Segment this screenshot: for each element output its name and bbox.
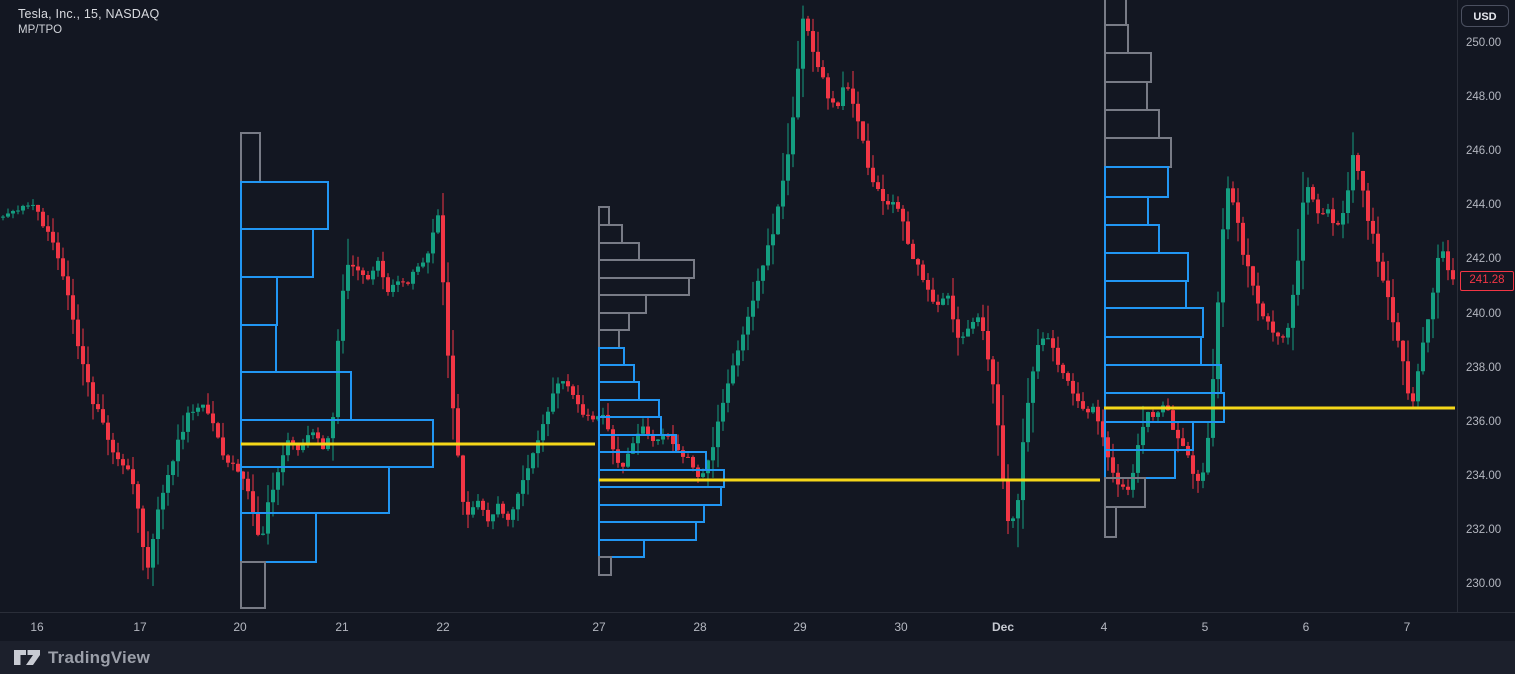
poc-lines-layer <box>241 406 1455 482</box>
time-axis-label: 28 <box>693 620 707 634</box>
time-axis-label: 30 <box>894 620 908 634</box>
symbol-title[interactable]: Tesla, Inc., 15, NASDAQ <box>18 7 160 21</box>
tradingview-logo-text: TradingView <box>48 647 151 667</box>
time-axis-label: 21 <box>335 620 349 634</box>
time-axis[interactable]: 16 17 20 21 22 27 28 29 30 Dec 4 5 6 7 <box>0 612 1515 642</box>
indicator-title[interactable]: MP/TPO <box>18 24 63 36</box>
tradingview-logo-icon <box>14 649 40 665</box>
price-axis-label: 250.00 <box>1466 37 1502 49</box>
price-axis-label: 232.00 <box>1466 523 1502 536</box>
price-axis-label: 230.00 <box>1466 578 1502 590</box>
price-axis-label: 240.00 <box>1466 307 1502 320</box>
time-axis-label: 17 <box>133 620 147 634</box>
price-axis-label: 242.00 <box>1466 253 1502 266</box>
price-axis-label: 248.00 <box>1466 91 1502 104</box>
last-price-badge: 241.28 <box>1460 270 1514 291</box>
price-axis[interactable]: USD 250.00 248.00 246.00 244.00 242.00 240.00… <box>1457 0 1515 612</box>
time-axis-label: 5 <box>1201 620 1209 634</box>
currency-button[interactable]: USD <box>1461 5 1509 27</box>
tpo-profiles-layer <box>240 0 1225 609</box>
price-axis-label: 238.00 <box>1466 361 1502 374</box>
time-axis-label: 27 <box>592 620 606 634</box>
time-axis-label: 6 <box>1302 620 1310 634</box>
footer-bar: TradingView <box>0 641 1515 674</box>
price-axis-label: 246.00 <box>1466 145 1502 158</box>
time-axis-label: 4 <box>1100 620 1108 634</box>
time-axis-label: 7 <box>1403 620 1411 634</box>
time-axis-label: Dec <box>991 620 1015 634</box>
time-axis-label: 16 <box>30 620 44 634</box>
price-axis-label: 244.00 <box>1466 199 1502 212</box>
tpo-profile[interactable] <box>1104 0 1225 538</box>
price-axis-label: 234.00 <box>1466 469 1502 482</box>
tradingview-logo[interactable]: TradingView <box>14 648 150 668</box>
candles-layer <box>1 5 1455 587</box>
price-axis-label: 236.00 <box>1466 415 1502 428</box>
time-axis-label: 22 <box>436 620 450 634</box>
chart-legend: Tesla, Inc., 15, NASDAQ MP/TPO <box>18 6 159 38</box>
tpo-profile[interactable] <box>598 206 725 576</box>
time-axis-label: 29 <box>793 620 807 634</box>
time-axis-label: 20 <box>233 620 247 634</box>
